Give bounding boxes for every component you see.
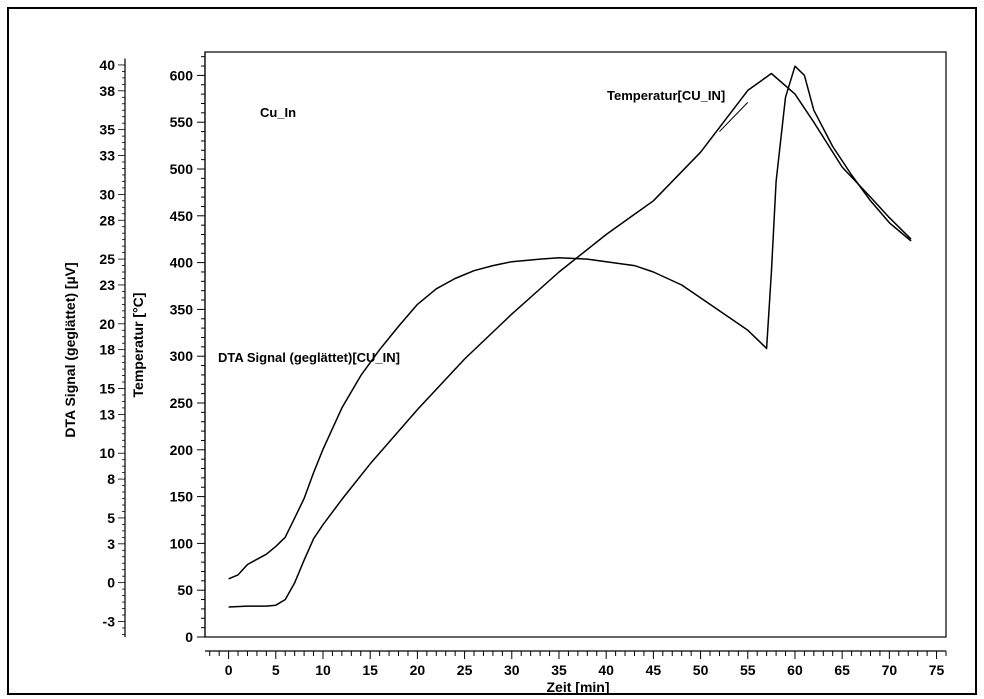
x-tick-label: 10	[315, 662, 331, 678]
dta-tick-label: 40	[99, 57, 115, 73]
temperature-tick-label: 400	[170, 255, 194, 271]
dta-series-label: DTA Signal (geglättet)[CU_IN]	[218, 350, 400, 365]
series-layer	[228, 65, 912, 608]
dta-tick-label: 10	[99, 445, 115, 461]
x-tick-label: 50	[693, 662, 709, 678]
x-tick-label: 5	[272, 662, 280, 678]
x-axis-title: Zeit [min]	[547, 679, 610, 695]
outer-frame	[7, 7, 977, 695]
temperature-tick-label: 300	[170, 348, 194, 364]
x-tick-label: 40	[598, 662, 614, 678]
dta-tick-label: 8	[107, 471, 115, 487]
dta-series-line	[228, 65, 912, 580]
temperature-tick-label: 0	[185, 629, 193, 645]
dta-tick-label: -3	[103, 613, 116, 629]
x-tick-label: 20	[410, 662, 426, 678]
x-tick-label: 55	[740, 662, 756, 678]
x-tick-label: 25	[457, 662, 473, 678]
temperature-series-line	[228, 72, 912, 608]
dta-tick-label: 20	[99, 316, 115, 332]
temperature-label-leader	[719, 102, 749, 132]
temperature-tick-label: 250	[170, 395, 194, 411]
x-tick-label: 70	[882, 662, 898, 678]
temperature-tick-label: 350	[170, 301, 194, 317]
x-tick-label: 15	[362, 662, 378, 678]
x-tick-label: 0	[225, 662, 233, 678]
dta-tick-label: 15	[99, 381, 115, 397]
x-axis: 0 5 10 15 20 25 30 35 40 45 50 55 60 65 70 75	[205, 650, 947, 678]
temperature-tick-label: 200	[170, 442, 194, 458]
sample-label: Cu_In	[260, 105, 296, 120]
dta-tick-label: 33	[99, 148, 115, 164]
temperature-tick-label: 600	[170, 67, 194, 83]
temperature-series-label: Temperatur[CU_IN]	[607, 88, 725, 103]
x-tick-label: 30	[504, 662, 520, 678]
dta-tick-label: 25	[99, 251, 115, 267]
dta-tick-label: 35	[99, 122, 115, 138]
x-tick-label: 35	[551, 662, 567, 678]
temperature-tick-label: 500	[170, 161, 194, 177]
dta-tick-label: 0	[107, 575, 115, 591]
x-tick-label: 75	[929, 662, 945, 678]
dta-tick-label: 23	[99, 277, 115, 293]
temperature-axis-title: Temperatur [°C]	[130, 293, 146, 398]
dta-axis-title: DTA Signal (geglättet) [µV]	[62, 262, 78, 437]
x-tick-label: 45	[646, 662, 662, 678]
temperature-tick-label: 150	[170, 489, 194, 505]
temperature-tick-label: 550	[170, 114, 194, 130]
dta-tick-label: 5	[107, 510, 115, 526]
temperature-axis: 0 50 100 150 200 250 300 350 400 450 500 550 600	[170, 52, 206, 645]
dta-tick-label: 13	[99, 406, 115, 422]
plot-area-frame	[204, 51, 947, 638]
dta-tick-label: 38	[99, 83, 115, 99]
temperature-tick-label: 450	[170, 208, 194, 224]
dta-tick-label: 18	[99, 342, 115, 358]
temperature-tick-label: 100	[170, 535, 194, 551]
temperature-tick-label: 50	[177, 582, 193, 598]
x-tick-label: 65	[834, 662, 850, 678]
dta-tick-label: 30	[99, 186, 115, 202]
dta-tick-label: 28	[99, 212, 115, 228]
x-tick-label: 60	[787, 662, 803, 678]
dta-tick-label: 3	[107, 536, 115, 552]
